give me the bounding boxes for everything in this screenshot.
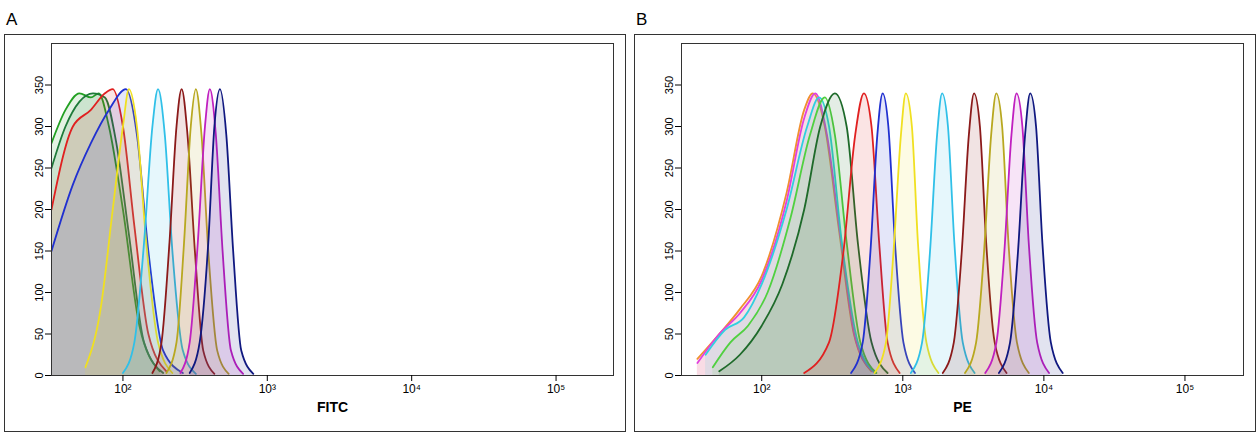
svg-text:350: 350 <box>663 76 675 94</box>
svg-text:10²: 10² <box>114 382 131 396</box>
html-text:A: A <box>6 10 18 29</box>
svg-text:PE: PE <box>953 399 972 415</box>
html-text:B: B <box>636 10 648 29</box>
svg-text:10³: 10³ <box>894 382 911 396</box>
svg-text:10⁴: 10⁴ <box>1035 382 1054 396</box>
svg-text:0: 0 <box>663 372 675 378</box>
svg-text:150: 150 <box>663 242 675 260</box>
svg-text:300: 300 <box>663 117 675 135</box>
svg-text:50: 50 <box>663 328 675 340</box>
svg-text:FITC: FITC <box>317 399 348 415</box>
svg-text:200: 200 <box>33 200 45 218</box>
svg-text:250: 250 <box>663 159 675 177</box>
svg-text:250: 250 <box>33 159 45 177</box>
svg-text:200: 200 <box>663 200 675 218</box>
svg-text:150: 150 <box>33 242 45 260</box>
svg-text:10⁴: 10⁴ <box>402 382 421 396</box>
svg-text:50: 50 <box>33 328 45 340</box>
svg-text:350: 350 <box>33 76 45 94</box>
svg-text:10⁵: 10⁵ <box>1176 382 1194 396</box>
svg-text:10⁵: 10⁵ <box>547 382 565 396</box>
svg-text:10³: 10³ <box>259 382 276 396</box>
svg-text:0: 0 <box>33 372 45 378</box>
svg-text:100: 100 <box>663 283 675 301</box>
svg-text:100: 100 <box>33 283 45 301</box>
svg-text:300: 300 <box>33 117 45 135</box>
svg-text:10²: 10² <box>753 382 770 396</box>
